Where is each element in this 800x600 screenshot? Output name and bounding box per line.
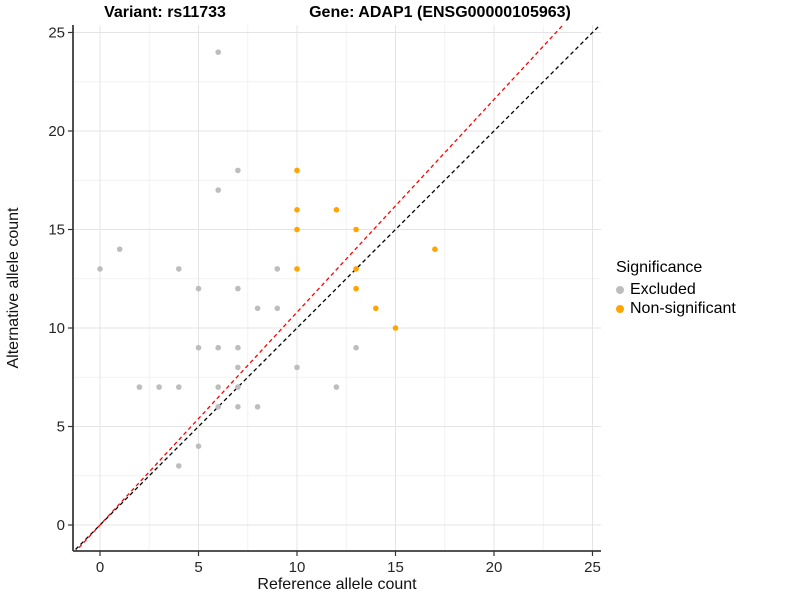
data-point (176, 463, 182, 469)
data-point (176, 266, 182, 272)
legend: Significance Excluded Non-significant (616, 259, 736, 318)
data-point (195, 344, 202, 351)
data-point (294, 207, 300, 213)
data-point (294, 364, 300, 371)
data-point (136, 384, 143, 390)
gene-title: Gene: ADAP1 (ENSG00000105963) (309, 4, 571, 21)
data-point (235, 364, 241, 371)
x-tick-label: 15 (387, 559, 404, 576)
data-point (176, 384, 182, 390)
data-point (254, 404, 261, 410)
data-point (195, 443, 202, 450)
data-point (116, 246, 123, 252)
data-point (215, 384, 221, 390)
y-tick-label: 5 (57, 419, 65, 436)
data-point (235, 285, 241, 292)
variant-title: Variant: rs11733 (104, 4, 226, 21)
data-point (235, 167, 241, 174)
data-point (215, 187, 221, 193)
y-tick-label: 15 (48, 222, 65, 239)
data-point (254, 305, 261, 312)
legend-title: Significance (616, 259, 703, 276)
x-tick-label: 10 (289, 559, 306, 576)
data-point (333, 207, 340, 213)
legend-items: Excluded Non-significant (616, 280, 736, 318)
identity-line (73, 25, 601, 551)
data-point (235, 344, 241, 351)
data-point (294, 167, 300, 174)
y-tick-label: 25 (48, 25, 65, 42)
legend-dot-icon (616, 304, 624, 313)
legend-dot-icon (616, 285, 624, 294)
data-point (353, 266, 359, 272)
y-tick-label: 0 (57, 517, 65, 534)
data-point (215, 404, 221, 410)
data-point (294, 226, 300, 233)
x-tick-label: 20 (486, 559, 503, 576)
y-tick-label: 20 (48, 123, 65, 140)
y-axis-label: Alternative allele count (5, 207, 22, 369)
legend-item-label: Non-significant (630, 299, 736, 317)
data-point (353, 226, 359, 233)
data-point (373, 305, 379, 312)
legend-item-label: Excluded (630, 280, 696, 298)
data-point (215, 49, 221, 55)
data-point (353, 344, 359, 351)
data-point (156, 384, 162, 390)
x-tick-label: 25 (584, 559, 601, 576)
data-point (274, 305, 281, 312)
data-point (195, 285, 202, 292)
expected-ratio-line (75, 25, 564, 551)
data-point (333, 384, 340, 390)
legend-item: Excluded (616, 280, 736, 299)
data-point (432, 246, 438, 252)
legend-item: Non-significant (616, 299, 736, 318)
x-axis-label: Reference allele count (257, 576, 417, 593)
data-point (235, 384, 241, 390)
x-tick-label: 0 (96, 559, 104, 576)
data-point (215, 344, 221, 351)
x-tick-label: 5 (194, 559, 202, 576)
data-point (294, 266, 300, 272)
data-point (235, 404, 241, 410)
data-point (392, 325, 399, 331)
data-point (274, 266, 281, 272)
y-tick-label: 10 (48, 320, 65, 337)
data-point (353, 285, 359, 292)
data-point (97, 266, 103, 272)
